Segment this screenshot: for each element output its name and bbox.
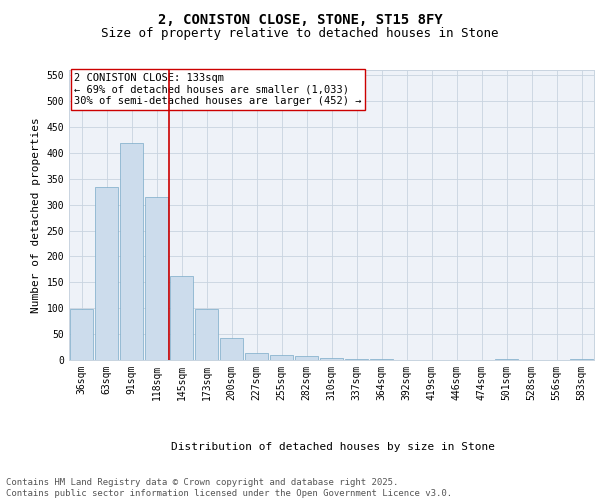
Bar (320, 358, 343, 360)
Bar (220, 338, 244, 360)
Bar (95, 186, 118, 360)
Bar (119, 142, 143, 360)
Bar (295, 356, 319, 360)
Text: 2 CONISTON CLOSE: 133sqm
← 69% of detached houses are smaller (1,033)
30% of sem: 2 CONISTON CLOSE: 133sqm ← 69% of detach… (74, 73, 362, 106)
Y-axis label: Number of detached properties: Number of detached properties (31, 117, 41, 313)
Text: Distribution of detached houses by size in Stone: Distribution of detached houses by size … (171, 442, 495, 452)
Text: Size of property relative to detached houses in Stone: Size of property relative to detached ho… (101, 28, 499, 40)
Bar (194, 309, 218, 360)
Text: 2, CONISTON CLOSE, STONE, ST15 8FY: 2, CONISTON CLOSE, STONE, ST15 8FY (158, 12, 442, 26)
Bar (269, 355, 293, 360)
Bar (170, 276, 193, 360)
Bar (70, 309, 94, 360)
Bar (145, 197, 169, 360)
Text: Contains HM Land Registry data © Crown copyright and database right 2025.
Contai: Contains HM Land Registry data © Crown c… (6, 478, 452, 498)
Bar (245, 354, 268, 360)
